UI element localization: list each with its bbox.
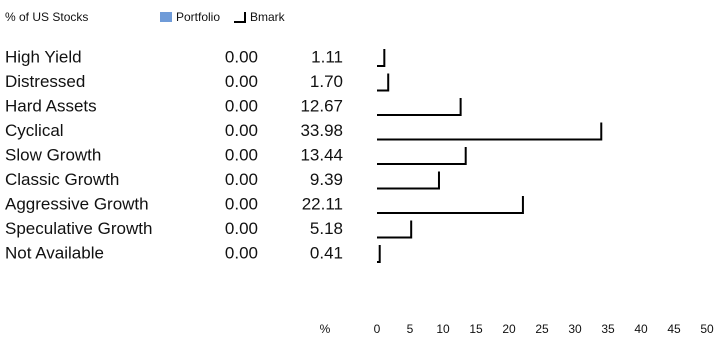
category-label: Speculative Growth [5,219,152,238]
bmark-value: 22.11 [302,194,343,213]
bmark-value: 1.70 [310,72,343,91]
legend-swatch [234,12,246,23]
bmark-marker [377,73,390,92]
bmark-value: 0.41 [310,243,343,262]
bmark-value: 1.11 [311,47,343,66]
portfolio-value: 0.00 [225,219,258,238]
category-label: Cyclical [5,121,64,140]
x-tick-label: 30 [568,322,582,336]
x-tick-label: 15 [469,322,483,336]
category-label: High Yield [5,47,82,66]
bmark-value: 12.67 [300,96,343,115]
bmark-marker [377,49,386,67]
portfolio-value: 0.00 [225,72,258,91]
bmark-value: 13.44 [300,145,343,164]
bmark-marker [377,245,381,263]
category-label: Not Available [5,243,104,262]
bmark-value: 33.98 [300,121,343,140]
x-tick-label: 40 [634,322,648,336]
legend-label: Bmark [250,10,286,24]
bmark-marker [377,98,462,116]
bmark-marker [377,122,603,141]
portfolio-value: 0.00 [225,121,258,140]
portfolio-value: 0.00 [225,194,258,213]
x-tick-label: 10 [436,322,450,336]
x-tick-label: 25 [535,322,549,336]
bmark-marker [377,196,524,214]
category-label: Aggressive Growth [5,194,149,213]
bmark-value: 5.18 [310,219,343,238]
x-tick-label: 0 [374,322,381,336]
x-tick-label: 45 [667,322,681,336]
x-tick-label: 50 [700,322,714,336]
portfolio-value: 0.00 [225,170,258,189]
x-tick-label: 20 [502,322,516,336]
category-label: Hard Assets [5,96,97,115]
legend-swatch [160,12,172,22]
bmark-marker [377,220,413,239]
header: % of US Stocks [5,10,88,24]
legend-label: Portfolio [176,10,220,24]
x-tick-label: 5 [407,322,414,336]
bmark-marker [377,147,467,165]
x-tick-label: 35 [601,322,615,336]
portfolio-value: 0.00 [225,47,258,66]
bmark-value: 9.39 [310,170,343,189]
bmark-marker [377,171,440,190]
category-label: Slow Growth [5,145,101,164]
category-label: Classic Growth [5,170,119,189]
portfolio-value: 0.00 [225,243,258,262]
category-label: Distressed [5,72,85,91]
x-axis-label: % [320,322,331,336]
portfolio-value: 0.00 [225,96,258,115]
portfolio-value: 0.00 [225,145,258,164]
